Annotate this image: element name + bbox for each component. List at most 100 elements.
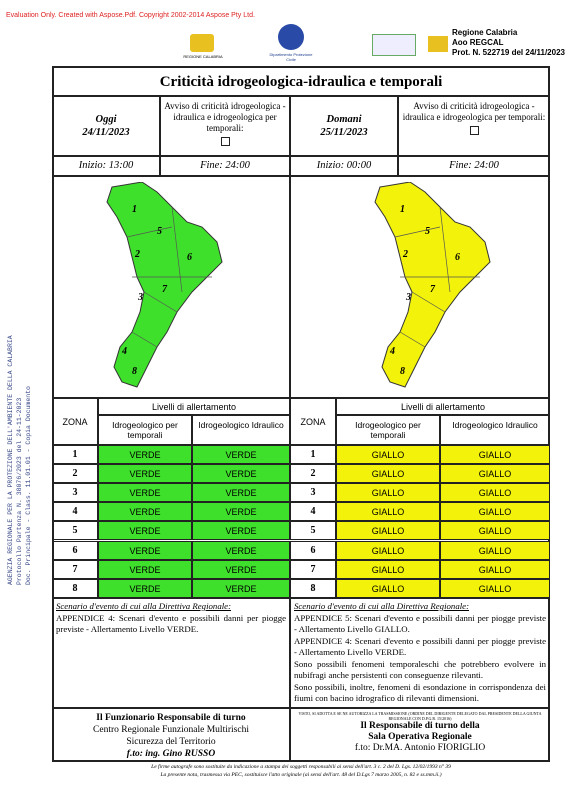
level-cell: VERDE bbox=[192, 445, 290, 465]
col-header: Idrogeologico Idraulico bbox=[192, 415, 290, 445]
level-cell: GIALLO bbox=[440, 464, 550, 484]
zone-border bbox=[439, 206, 451, 293]
level-cell: VERDE bbox=[98, 559, 192, 579]
level-cell: GIALLO bbox=[336, 559, 440, 579]
scenario-cell: Scenario d'evento di cui alla Direttiva … bbox=[52, 598, 290, 708]
zone-map: 1 5 2 6 3 7 48 bbox=[106, 182, 223, 388]
footer-line: Sala Operativa Regionale bbox=[368, 732, 472, 742]
levels-header: Livelli di allertamento bbox=[98, 398, 290, 415]
zone-border bbox=[143, 291, 178, 313]
footer-left: Il Funzionario Responsabile di turno Cen… bbox=[52, 708, 290, 762]
level-cell: VERDE bbox=[192, 521, 290, 541]
date: 24/11/2023 bbox=[82, 127, 130, 138]
scenario-title: Scenario d'evento di cui alla Direttiva … bbox=[294, 601, 470, 611]
zone-number: 2 bbox=[52, 464, 98, 484]
stamp-line: Protocollo Partenza N. 38076/2023 del 24… bbox=[16, 397, 23, 585]
zone-label: 8 bbox=[132, 366, 137, 377]
logo-center-text: Dipartimento Protezione Civile bbox=[269, 52, 313, 62]
zone-label: 3 bbox=[405, 292, 411, 303]
zone-number: 3 bbox=[52, 483, 98, 503]
map-cell bbox=[290, 176, 550, 398]
level-cell: GIALLO bbox=[336, 521, 440, 541]
level-cell: GIALLO bbox=[336, 540, 440, 560]
protocol-line: Aoo REGCAL bbox=[452, 38, 504, 47]
level-cell: VERDE bbox=[98, 445, 192, 465]
footer-line: f.to: Dr.MA. Antonio FIORIGLIO bbox=[354, 743, 486, 753]
zone-border bbox=[411, 291, 446, 313]
checkbox bbox=[220, 137, 230, 146]
footer-line: Sicurezza del Territorio bbox=[126, 737, 216, 747]
note: La presente nota, trasmessa via PEC, sos… bbox=[160, 772, 442, 778]
zona-header: ZONA bbox=[290, 398, 336, 445]
day-cell: Oggi 24/11/2023 bbox=[52, 96, 160, 156]
zone-number: 5 bbox=[290, 521, 336, 541]
zone-number: 7 bbox=[290, 559, 336, 579]
level-cell: VERDE bbox=[98, 521, 192, 541]
start: Inizio: 13:00 bbox=[52, 156, 160, 176]
map-cell bbox=[52, 176, 290, 398]
footer-line: f.to: ing. Gino RUSSO bbox=[126, 749, 216, 759]
protocol-line: Regione Calabria bbox=[452, 28, 518, 37]
start: Inizio: 00:00 bbox=[290, 156, 398, 176]
level-cell: VERDE bbox=[98, 502, 192, 522]
zone-number: 6 bbox=[290, 540, 336, 560]
stamp-line: Doc. Principale - Class. 11.01.01 - Copi… bbox=[25, 386, 32, 585]
level-cell: GIALLO bbox=[336, 578, 440, 598]
end: Fine: 24:00 bbox=[160, 156, 290, 176]
zone-number: 1 bbox=[290, 445, 336, 465]
zona-header: ZONA bbox=[52, 398, 98, 445]
zone-border bbox=[131, 331, 158, 348]
logo-center bbox=[278, 24, 304, 50]
day-cell: Domani 25/11/2023 bbox=[290, 96, 398, 156]
zone-border bbox=[399, 331, 426, 348]
scenario-text: APPENDICE 4: Scenari d'evento e possibil… bbox=[56, 612, 286, 635]
zone-label: 4 bbox=[389, 346, 395, 357]
zone-number: 5 bbox=[52, 521, 98, 541]
day: Domani bbox=[326, 114, 362, 125]
footer-line: Centro Regionale Funzionale Multirischi bbox=[93, 725, 249, 735]
level-cell: GIALLO bbox=[336, 464, 440, 484]
level-cell: VERDE bbox=[98, 578, 192, 598]
logo-arpacal bbox=[372, 34, 416, 56]
level-cell: GIALLO bbox=[336, 502, 440, 522]
avviso: Avviso di criticità idrogeologica - idra… bbox=[164, 101, 286, 133]
level-cell: GIALLO bbox=[440, 578, 550, 598]
zone-label: 2 bbox=[402, 249, 408, 260]
watermark: Evaluation Only. Created with Aspose.Pdf… bbox=[6, 12, 255, 19]
stamp-line: AGENZIA REGIONALE PER LA PROTEZIONE DELL… bbox=[7, 335, 14, 585]
level-cell: VERDE bbox=[192, 559, 290, 579]
zone-label: 3 bbox=[137, 292, 143, 303]
date: 25/11/2023 bbox=[320, 127, 368, 138]
level-cell: GIALLO bbox=[336, 445, 440, 465]
zone-number: 6 bbox=[52, 540, 98, 560]
zone-number: 4 bbox=[290, 502, 336, 522]
scenario-title: Scenario d'evento di cui alla Direttiva … bbox=[56, 601, 232, 611]
scenario-text: Sono possibili, inoltre, fenomeni di eso… bbox=[294, 681, 546, 704]
footer-note: VISTO, SI ADOTTA E SE NE AUTORIZZA LA TR… bbox=[298, 711, 542, 721]
level-cell: GIALLO bbox=[440, 521, 550, 541]
levels-header: Livelli di allertamento bbox=[336, 398, 550, 415]
logo-left bbox=[190, 34, 214, 52]
note: Le firme autografe sono sostituite da in… bbox=[151, 764, 451, 770]
level-cell: VERDE bbox=[192, 540, 290, 560]
zone-label: 4 bbox=[121, 346, 127, 357]
level-cell: VERDE bbox=[98, 483, 192, 503]
level-cell: VERDE bbox=[192, 502, 290, 522]
scenario-text: APPENDICE 5: Scenari d'evento e possibil… bbox=[294, 612, 546, 635]
end: Fine: 24:00 bbox=[398, 156, 550, 176]
protocol-line: Prot. N. 522719 del 24/11/2023 bbox=[452, 48, 565, 57]
avviso: Avviso di criticità idrogeologica - idra… bbox=[402, 101, 546, 122]
logo-left-text: REGIONE CALABRIA bbox=[183, 54, 223, 59]
region-shape bbox=[106, 182, 223, 388]
zone-label: 1 bbox=[132, 204, 137, 215]
zone-label: 1 bbox=[400, 204, 405, 215]
avviso-cell: Avviso di criticità idrogeologica - idra… bbox=[398, 96, 550, 156]
notes: Le firme autografe sono sostituite da in… bbox=[52, 763, 550, 779]
zone-border bbox=[171, 206, 183, 293]
zone-label: 5 bbox=[157, 226, 162, 237]
level-cell: GIALLO bbox=[440, 483, 550, 503]
zone-number: 2 bbox=[290, 464, 336, 484]
zone-number: 8 bbox=[290, 578, 336, 598]
level-cell: GIALLO bbox=[440, 502, 550, 522]
